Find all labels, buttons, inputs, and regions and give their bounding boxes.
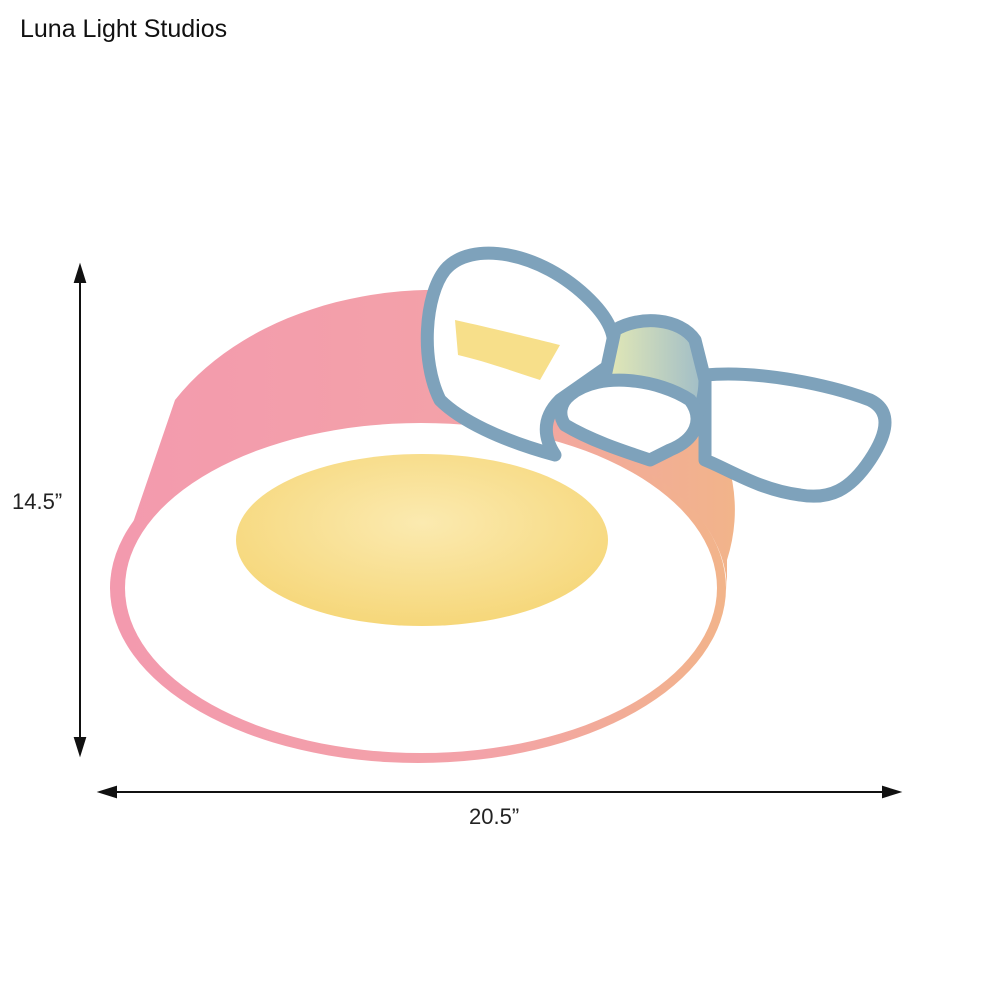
width-label: 20.5”: [469, 804, 520, 829]
bow-decoration: [420, 246, 892, 503]
height-dimension-arrow: [73, 262, 87, 758]
width-dimension-arrow: [96, 785, 903, 799]
glow-dome: [236, 454, 608, 626]
height-label: 14.5”: [12, 489, 63, 514]
brand-name: Luna Light Studios: [20, 15, 228, 43]
lamp-body: [110, 289, 735, 763]
